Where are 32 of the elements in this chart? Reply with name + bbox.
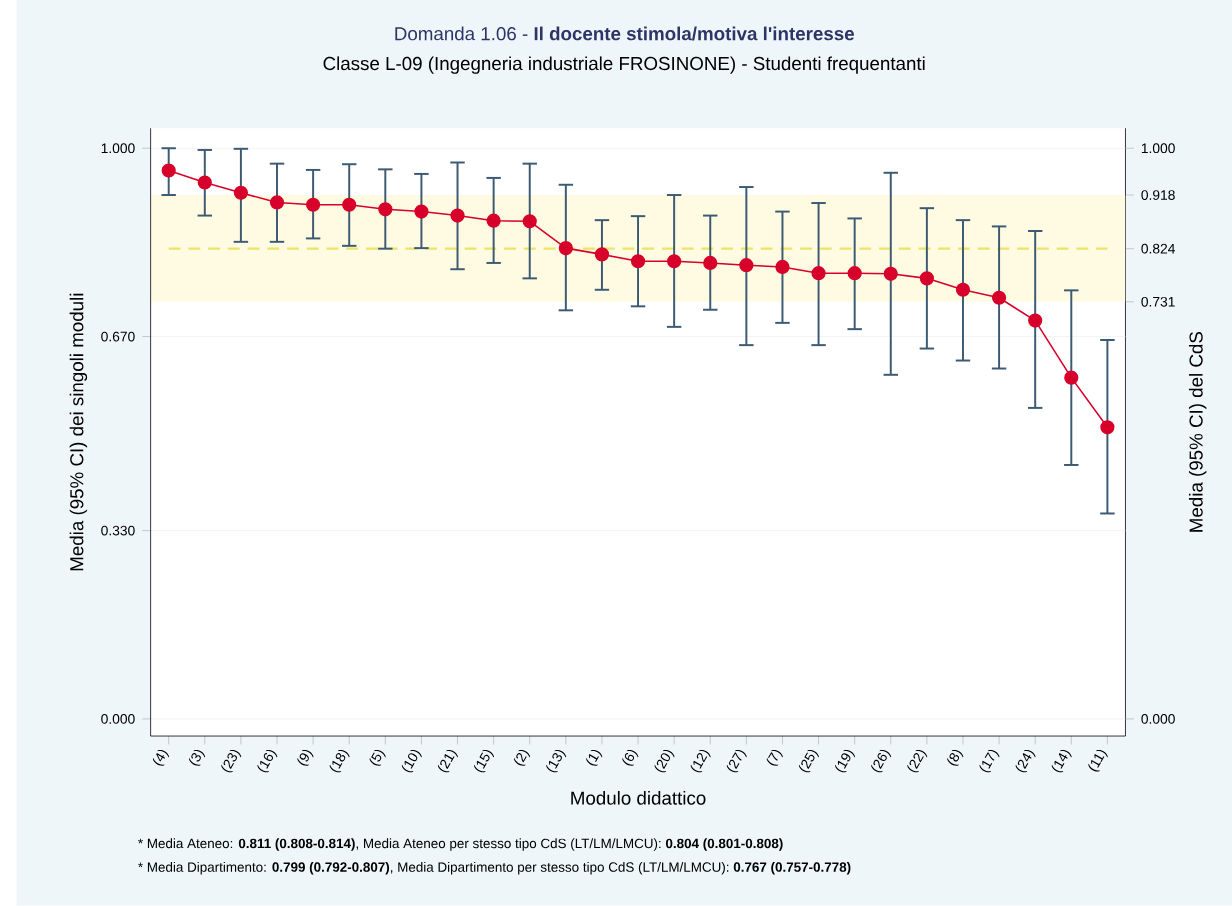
y-axis-title: Media (95% CI) dei singoli moduli xyxy=(69,293,88,571)
x-axis-title: Modulo didattico xyxy=(571,791,706,805)
point xyxy=(811,266,826,281)
y2-axis-title: Media (95% CI) del CdS xyxy=(1188,332,1207,532)
point xyxy=(378,202,393,217)
point xyxy=(558,241,573,256)
point xyxy=(919,271,934,286)
point xyxy=(1028,313,1043,328)
point xyxy=(1100,420,1115,435)
point xyxy=(306,197,321,212)
chart-title: Domanda 1.06 - Il docente stimola/motiva l'interesse xyxy=(395,26,854,41)
point xyxy=(522,214,537,229)
point xyxy=(1064,370,1079,385)
point xyxy=(233,185,248,200)
point xyxy=(269,195,285,210)
point xyxy=(883,266,898,282)
point xyxy=(342,197,357,212)
point xyxy=(594,247,610,262)
point xyxy=(486,213,501,228)
point xyxy=(991,290,1007,305)
point xyxy=(197,175,212,190)
point xyxy=(161,163,176,178)
point xyxy=(414,204,429,219)
point xyxy=(955,282,971,297)
point xyxy=(739,258,754,273)
point xyxy=(450,208,465,223)
chart-subtitle: Classe L-09 (Ingegneria industriale FROSINONE) - Studenti frequentanti xyxy=(323,56,925,74)
point xyxy=(775,259,790,275)
point xyxy=(630,254,646,269)
point xyxy=(847,266,862,281)
point xyxy=(667,254,682,269)
point xyxy=(703,255,718,271)
